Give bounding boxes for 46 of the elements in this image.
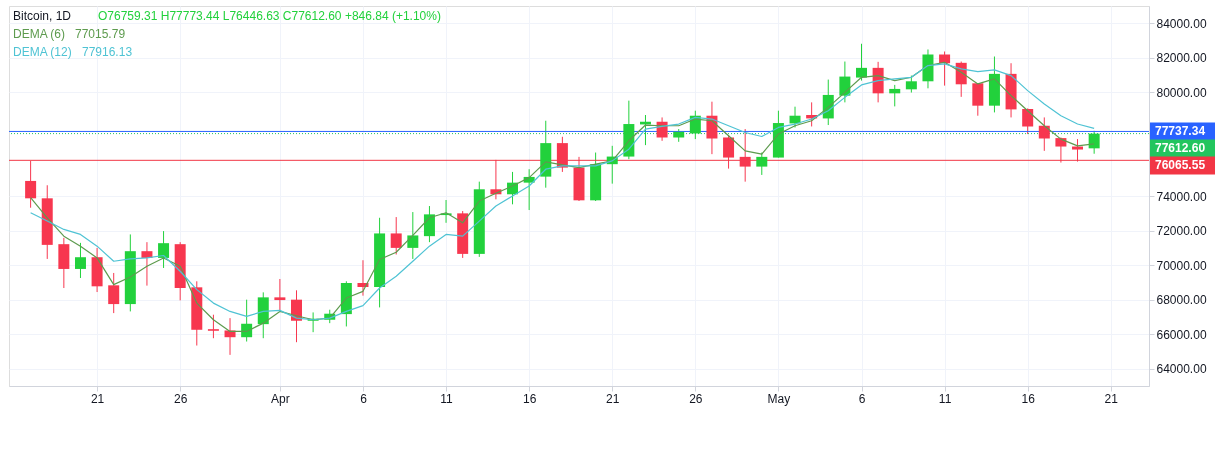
x-tick-label: Apr [271,391,290,406]
y-tick-label: 68000.00 [1156,293,1207,308]
y-tick-label: 74000.00 [1156,189,1207,204]
y-tick-label: 72000.00 [1156,224,1207,239]
annotation: 77916.13 [82,45,133,59]
candlestick [158,230,170,269]
candlestick [390,216,402,255]
ref-line-label: 77612.60 [1155,141,1206,156]
y-tick-label: 80000.00 [1156,85,1207,100]
y-tick-label: 70000.00 [1156,258,1207,273]
candlestick [1088,130,1100,155]
x-tick-label: 26 [689,391,703,406]
x-tick-label: 16 [522,391,537,406]
x-tick-label: 21 [90,391,105,406]
text: DEMA (6) [13,27,66,41]
candlestick [207,314,219,339]
candlestick [856,43,867,82]
y-tick-label: 82000.00 [1156,51,1207,66]
candlestick [74,242,86,279]
x-tick-label: 26 [174,391,188,406]
text: DEMA (12) [13,45,72,59]
candlestick [889,84,901,107]
y-tick-label: 64000.00 [1156,362,1207,377]
x-tick-label: 16 [1021,391,1036,406]
candlestick [407,211,419,260]
x-tick-label: 21 [1104,391,1119,406]
chart-subtitle: O76759.31 H77773.44 L76446.63 C77612.60 +846.84 (+1.10%) [98,9,441,23]
y-tick-label: 66000.00 [1156,327,1207,342]
chart-title: Bitcoin, 1D [13,9,72,23]
candlestick [224,317,236,356]
x-tick-label: 6 [360,391,368,406]
x-tick-label: 11 [440,391,454,406]
candlestick [108,272,120,314]
ref-line-label: 76065.55 [1155,158,1206,173]
candlestick [274,278,286,311]
x-tick-label: 11 [938,391,952,406]
y-tick-label: 84000.00 [1156,16,1207,31]
x-tick-label: 6 [858,391,866,406]
candlestick [972,82,984,117]
x-tick-label: 21 [606,391,620,406]
annotation: 77015.79 [75,27,126,41]
ref-line-label: 77737.34 [1155,124,1206,139]
x-tick-label: May [767,391,791,406]
candlestick [1022,107,1034,135]
candlestick [423,205,435,243]
candlestick [141,241,153,287]
